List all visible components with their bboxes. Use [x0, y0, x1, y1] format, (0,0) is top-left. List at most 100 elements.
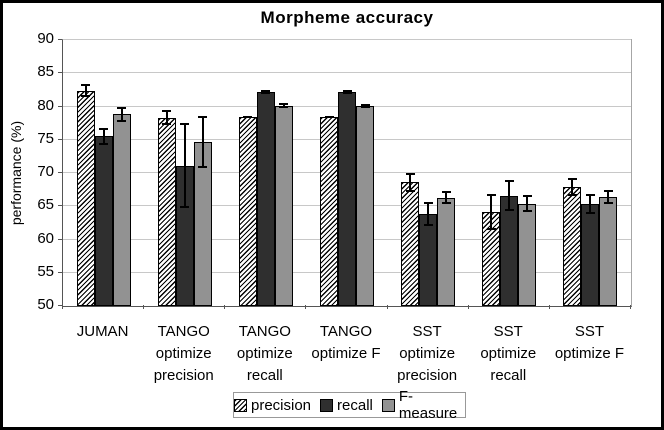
- error-bar-cap-bottom: [162, 123, 172, 126]
- bar-precision: [482, 211, 501, 306]
- x-axis-label-line: TANGO: [157, 323, 210, 340]
- x-axis-label: SST optimize recall: [460, 321, 557, 387]
- legend: precision recall F-measure: [233, 388, 466, 422]
- gridline: [63, 39, 631, 40]
- x-tick-mark: [305, 305, 306, 309]
- error-bar-line: [607, 189, 610, 205]
- y-tick-label: 60: [37, 229, 54, 247]
- chart-inner: Morpheme accuracy performance (%) 90 85 80…: [3, 3, 661, 427]
- error-bar-cap-top: [603, 189, 613, 192]
- bar-recall: [500, 195, 519, 306]
- y-tick-label: 75: [37, 129, 54, 147]
- y-tick-label: 70: [37, 163, 54, 180]
- error-bar-cap-bottom: [423, 223, 433, 226]
- y-tick-mark: [58, 105, 62, 107]
- error-bar-cap-bottom: [522, 210, 532, 213]
- x-axis-label-line: recall: [246, 367, 283, 384]
- legend-swatch-recall: [320, 398, 334, 412]
- y-tick-label: 85: [37, 63, 54, 81]
- error-bar-line: [427, 201, 430, 226]
- x-tick-mark: [549, 305, 550, 309]
- bar-precision: [157, 117, 176, 306]
- error-bar-cap-top: [486, 193, 496, 196]
- bar-precision: [76, 90, 95, 306]
- x-axis-label: TANGO optimize F: [297, 321, 394, 365]
- error-bar-cap-top: [180, 123, 190, 126]
- x-axis-label-line: SST: [412, 323, 442, 340]
- y-tick-label: 80: [37, 96, 54, 114]
- error-bar-cap-bottom: [342, 91, 352, 94]
- error-bar-line: [490, 193, 493, 230]
- y-tick-mark: [58, 138, 62, 140]
- error-bar-line: [445, 190, 448, 205]
- bar-recall: [581, 204, 600, 306]
- error-bar-cap-bottom: [99, 143, 109, 146]
- bar-recall: [338, 91, 356, 306]
- error-bar-cap-top: [360, 103, 370, 106]
- bar-precision: [563, 186, 582, 306]
- error-bar-cap-top: [198, 116, 208, 119]
- y-tick-mark: [58, 305, 62, 306]
- y-tick-mark: [58, 271, 62, 273]
- x-tick-mark: [143, 305, 144, 309]
- y-tick-mark: [58, 238, 62, 240]
- error-bar-cap-top: [522, 194, 532, 197]
- error-bar-cap-top: [162, 110, 172, 113]
- legend-label: recall: [337, 396, 373, 414]
- error-bar-cap-bottom: [585, 212, 595, 215]
- error-bar-line: [589, 194, 592, 215]
- bar-f-measure: [437, 197, 456, 306]
- error-bar-cap-bottom: [243, 116, 253, 119]
- error-bar-cap-top: [279, 103, 289, 106]
- chart-title: Morpheme accuracy: [260, 8, 434, 27]
- x-axis-label: SST optimize F: [541, 321, 638, 365]
- x-axis-label: SST optimize precision: [379, 321, 476, 387]
- error-bar-cap-bottom: [198, 166, 208, 169]
- x-axis-label-line: SST: [574, 323, 604, 340]
- error-bar-line: [201, 116, 204, 169]
- bar-precision: [401, 182, 420, 306]
- error-bar-cap-top: [81, 83, 91, 86]
- bar-recall: [94, 136, 113, 306]
- error-bar-cap-top: [504, 180, 514, 183]
- error-bar-line: [165, 110, 168, 126]
- gridline: [63, 72, 631, 74]
- x-axis-label: TANGO optimize recall: [216, 321, 313, 387]
- legend-item: recall: [320, 397, 373, 414]
- bar-f-measure: [112, 114, 131, 306]
- error-bar-cap-top: [585, 194, 595, 197]
- y-tick-mark: [58, 72, 62, 74]
- error-bar-cap-bottom: [486, 227, 496, 230]
- x-axis-label-line: precision: [397, 367, 458, 384]
- error-bar-cap-top: [99, 127, 109, 130]
- bar-recall: [419, 213, 438, 306]
- error-bar-cap-top: [441, 190, 451, 193]
- legend-label: precision: [251, 396, 312, 414]
- error-bar-cap-top: [261, 89, 271, 92]
- error-bar-cap-bottom: [117, 119, 127, 122]
- x-tick-mark: [62, 305, 63, 309]
- x-axis-label-line: precision: [153, 367, 214, 384]
- legend-item: F-measure: [381, 388, 465, 422]
- error-bar-line: [84, 83, 87, 98]
- y-tick-mark: [58, 205, 62, 207]
- error-bar-cap-bottom: [81, 95, 91, 98]
- x-axis-label-line: optimize F: [311, 345, 381, 362]
- error-bar-cap-bottom: [360, 105, 370, 108]
- error-bar-cap-top: [342, 89, 352, 92]
- error-bar-cap-bottom: [603, 202, 613, 205]
- legend-label: F-measure: [398, 388, 458, 422]
- error-bar-line: [409, 173, 412, 192]
- legend-swatch-precision: [234, 398, 247, 412]
- error-bar-cap-bottom: [441, 202, 451, 205]
- error-bar-cap-top: [405, 173, 415, 175]
- x-tick-mark: [224, 305, 225, 309]
- error-bar-cap-top: [423, 201, 433, 204]
- x-axis-label-line: optimize: [155, 345, 212, 362]
- error-bar-cap-bottom: [504, 208, 514, 211]
- y-tick-mark: [58, 39, 62, 40]
- x-axis-label-line: TANGO: [238, 323, 291, 340]
- bar-precision: [320, 117, 338, 306]
- error-bar-cap-bottom: [261, 91, 271, 94]
